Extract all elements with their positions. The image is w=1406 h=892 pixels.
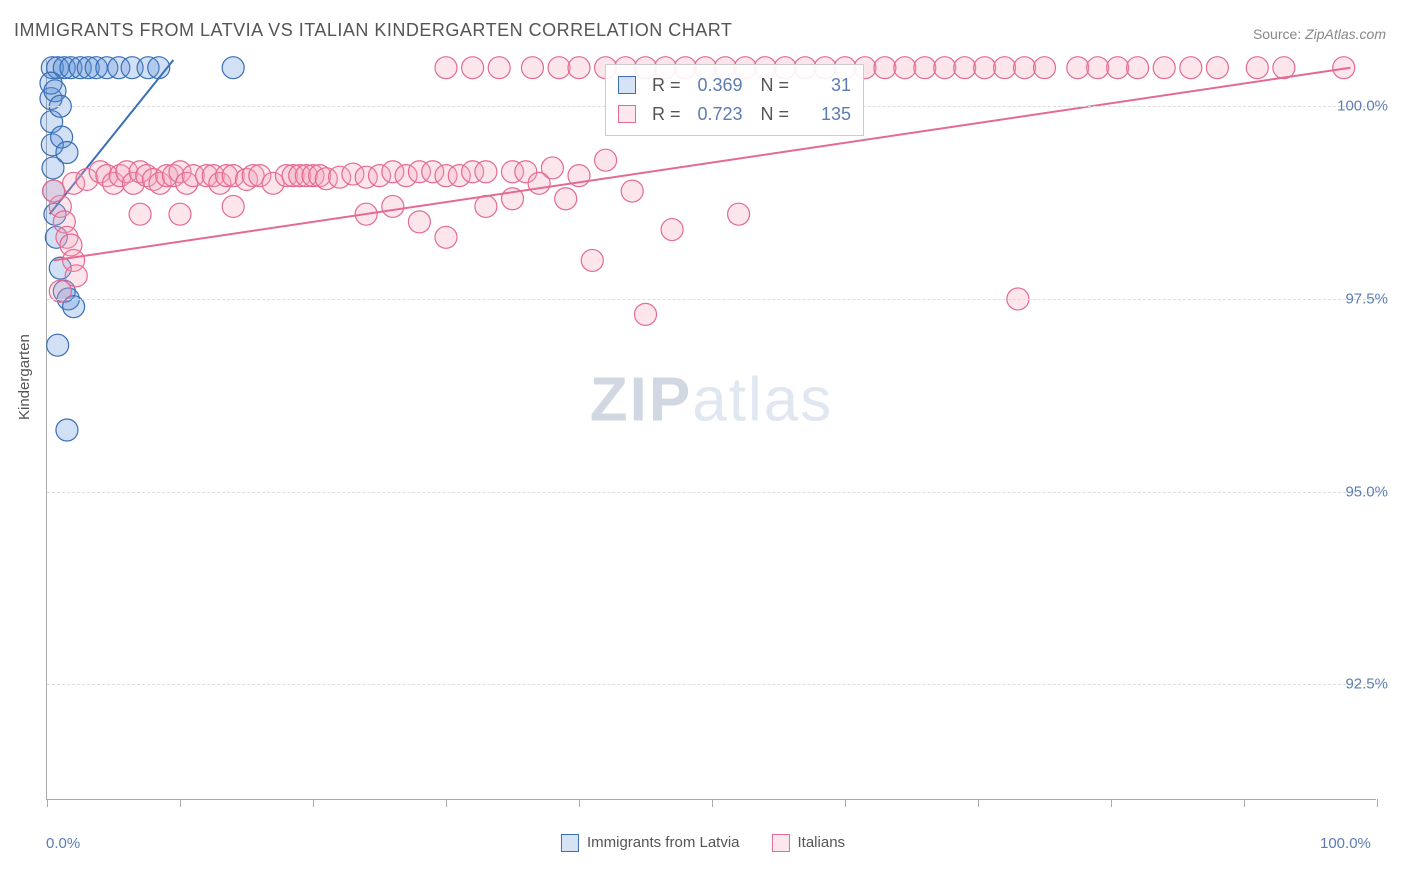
data-point — [129, 203, 151, 225]
data-point — [568, 57, 590, 79]
source-label: Source: — [1253, 26, 1301, 42]
source-attribution: Source: ZipAtlas.com — [1253, 26, 1386, 42]
data-point — [1206, 57, 1228, 79]
data-point — [1107, 57, 1129, 79]
data-point — [475, 161, 497, 183]
data-point — [974, 57, 996, 79]
data-point — [222, 195, 244, 217]
data-point — [1153, 57, 1175, 79]
r-value: 0.369 — [689, 71, 743, 100]
chart-plot-area: ZIPatlas — [46, 60, 1376, 800]
y-tick-label: 97.5% — [1345, 290, 1388, 307]
data-point — [555, 188, 577, 210]
bottom-legend: Immigrants from Latvia Italians — [561, 834, 845, 852]
stats-row: R = 0.369 N =31 — [618, 71, 851, 100]
scatter-svg — [47, 60, 1376, 799]
data-point — [994, 57, 1016, 79]
legend-swatch — [561, 834, 579, 852]
n-label: N = — [761, 100, 790, 129]
legend-label: Italians — [798, 834, 846, 851]
data-point — [954, 57, 976, 79]
n-label: N = — [761, 71, 790, 100]
data-point — [408, 211, 430, 233]
x-tick — [180, 799, 181, 807]
x-tick — [712, 799, 713, 807]
data-point — [548, 57, 570, 79]
data-point — [635, 303, 657, 325]
x-tick — [1377, 799, 1378, 807]
data-point — [56, 142, 78, 164]
data-point — [462, 57, 484, 79]
data-point — [1273, 57, 1295, 79]
x-tick — [1111, 799, 1112, 807]
data-point — [728, 203, 750, 225]
y-tick-label: 92.5% — [1345, 676, 1388, 693]
x-tick — [579, 799, 580, 807]
data-point — [56, 419, 78, 441]
x-tick-label: 100.0% — [1320, 835, 1371, 852]
x-tick — [47, 799, 48, 807]
data-point — [47, 334, 69, 356]
y-tick-label: 100.0% — [1337, 98, 1388, 115]
data-point — [661, 219, 683, 241]
legend-swatch — [772, 834, 790, 852]
data-point — [528, 172, 550, 194]
y-tick-label: 95.0% — [1345, 483, 1388, 500]
legend-label: Immigrants from Latvia — [587, 834, 740, 851]
x-tick — [1244, 799, 1245, 807]
y-axis-label: Kindergarten — [16, 334, 33, 420]
data-point — [435, 226, 457, 248]
data-point — [169, 203, 191, 225]
data-point — [621, 180, 643, 202]
chart-title: IMMIGRANTS FROM LATVIA VS ITALIAN KINDER… — [14, 20, 732, 41]
gridline-h — [47, 492, 1376, 493]
data-point — [1067, 57, 1089, 79]
data-point — [581, 249, 603, 271]
source-value: ZipAtlas.com — [1305, 26, 1386, 42]
x-tick — [978, 799, 979, 807]
data-point — [382, 195, 404, 217]
r-label: R = — [652, 71, 681, 100]
gridline-h — [47, 684, 1376, 685]
legend-item: Italians — [772, 834, 846, 852]
gridline-h — [47, 299, 1376, 300]
data-point — [934, 57, 956, 79]
data-point — [43, 180, 65, 202]
x-tick — [446, 799, 447, 807]
data-point — [1127, 57, 1149, 79]
r-value: 0.723 — [689, 100, 743, 129]
data-point — [222, 57, 244, 79]
data-point — [1014, 57, 1036, 79]
data-point — [521, 57, 543, 79]
legend-item: Immigrants from Latvia — [561, 834, 740, 852]
data-point — [435, 57, 457, 79]
data-point — [488, 57, 510, 79]
n-value: 31 — [797, 71, 851, 100]
series-swatch — [618, 76, 636, 94]
stats-row: R = 0.723 N =135 — [618, 100, 851, 129]
x-tick — [313, 799, 314, 807]
data-point — [914, 57, 936, 79]
data-point — [1034, 57, 1056, 79]
n-value: 135 — [797, 100, 851, 129]
series-swatch — [618, 105, 636, 123]
x-tick-label: 0.0% — [46, 835, 80, 852]
data-point — [1246, 57, 1268, 79]
data-point — [595, 149, 617, 171]
x-tick — [845, 799, 846, 807]
data-point — [1180, 57, 1202, 79]
data-point — [475, 195, 497, 217]
data-point — [1087, 57, 1109, 79]
r-label: R = — [652, 100, 681, 129]
data-point — [894, 57, 916, 79]
stats-legend-box: R = 0.369 N =31 R = 0.723 N =135 — [605, 64, 864, 136]
data-point — [874, 57, 896, 79]
